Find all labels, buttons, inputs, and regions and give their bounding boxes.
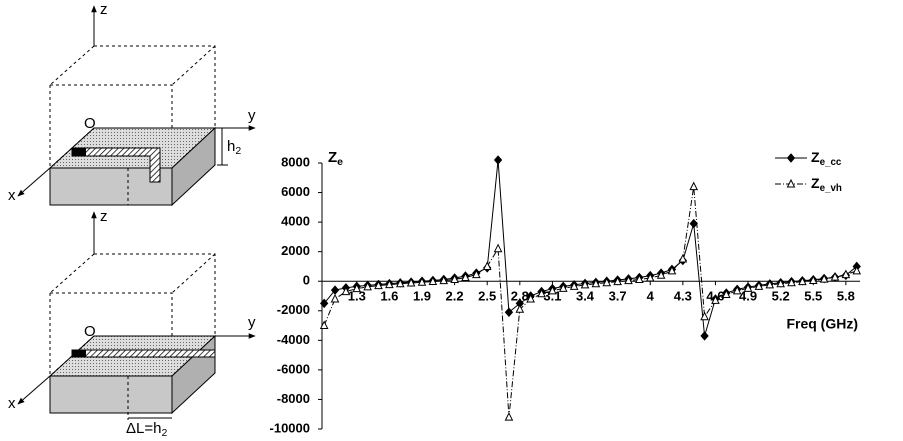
x-tick-label: 3.4 [576, 289, 595, 304]
axis-label: z [100, 208, 108, 225]
data-point [711, 295, 720, 304]
data-point [667, 265, 677, 275]
x-tick-label: 5.8 [837, 289, 855, 304]
data-point [787, 277, 796, 287]
data-point [613, 276, 622, 286]
data-point [439, 275, 449, 285]
data-point [852, 265, 862, 275]
data-point [830, 271, 840, 281]
data-point [841, 269, 851, 279]
data-point [515, 304, 525, 313]
x-axis-label: Freq (GHz) [786, 316, 858, 332]
data-point [363, 281, 372, 291]
origin-label: O [84, 115, 96, 132]
axis-label: x [8, 187, 16, 204]
x-tick-label: 3.7 [609, 289, 627, 304]
y-tick-label: 2000 [281, 243, 310, 258]
dimension-label: ΔL=h2 [126, 420, 167, 439]
data-point [428, 276, 438, 286]
x-tick-label: 1.6 [380, 289, 398, 304]
x-tick-label: 1.3 [348, 289, 366, 304]
x-tick-label: 5.2 [772, 289, 790, 304]
x-tick-label: 2.5 [478, 289, 496, 304]
axis-label: y [248, 314, 256, 331]
y-tick-label: -10000 [270, 420, 310, 435]
data-point [352, 283, 362, 293]
data-point [330, 293, 340, 303]
data-point [548, 285, 557, 295]
data-point [341, 286, 351, 296]
y-tick-label: -8000 [277, 391, 310, 406]
data-point [798, 276, 807, 286]
dimension-label: h2 [227, 138, 241, 157]
x-tick-label: 4.9 [739, 289, 757, 304]
data-point [526, 293, 535, 303]
data-point [504, 307, 514, 318]
data-point [461, 272, 470, 282]
legend-marker [786, 153, 796, 163]
legend-label: Ze_vh [811, 175, 842, 194]
data-point [765, 279, 775, 289]
data-point [656, 270, 666, 279]
data-point [700, 331, 709, 341]
data-point [819, 274, 829, 283]
axis-label: z [100, 1, 108, 18]
x-tick-label: 2.2 [446, 289, 464, 304]
axis-label: x [8, 395, 16, 412]
data-point [319, 320, 329, 330]
chart: Ze Freq (GHz) -10000 -8000 -6000 -4000 -2000… [270, 149, 862, 435]
data-point [417, 277, 427, 286]
data-point [504, 412, 514, 421]
data-point [754, 281, 764, 290]
data-point [602, 277, 612, 287]
x-tick-label: 5.5 [804, 289, 822, 304]
y-tick-label: -2000 [277, 302, 310, 317]
data-point [493, 155, 503, 165]
y-tick-label: 0 [303, 273, 310, 288]
y-tick-label: 8000 [281, 154, 310, 169]
data-point [395, 278, 405, 288]
data-point [320, 298, 329, 309]
origin-label: O [84, 323, 96, 340]
y-tick-label: 6000 [281, 184, 310, 199]
data-point [635, 274, 644, 283]
y-tick-label: 4000 [281, 214, 310, 229]
data-point [732, 285, 742, 295]
x-tick-label: 1.9 [413, 289, 431, 304]
y-tick-label: -6000 [277, 361, 310, 376]
data-point [645, 272, 655, 282]
data-point [569, 281, 579, 290]
data-point [482, 261, 492, 270]
legend-label: Ze_cc [811, 149, 842, 168]
diagram-top: z y x O h2 [8, 1, 256, 207]
data-point [374, 280, 383, 290]
data-point [700, 311, 709, 321]
data-point [558, 283, 568, 292]
data-point [537, 288, 546, 298]
x-tick-label: 4 [647, 289, 655, 304]
data-point [722, 289, 731, 299]
axis-label: y [248, 107, 256, 124]
data-point [689, 181, 699, 191]
data-point [493, 243, 503, 253]
series-line [323, 159, 858, 337]
data-point [743, 283, 753, 292]
legend-marker [786, 178, 796, 188]
data-point [450, 274, 459, 283]
y-tick-label: -4000 [277, 332, 310, 347]
data-point [406, 277, 416, 287]
data-point [580, 279, 590, 289]
diagram-bottom: z y x O ΔL=h2 [8, 208, 256, 439]
data-point [776, 278, 785, 288]
y-axis-label: Ze [328, 149, 343, 168]
data-point [385, 279, 394, 289]
x-tick-label: 4.3 [674, 289, 692, 304]
data-point [624, 275, 633, 285]
data-point [472, 269, 481, 279]
data-point [689, 218, 698, 229]
data-point [678, 253, 688, 263]
data-point [808, 275, 818, 284]
data-point [591, 278, 601, 288]
